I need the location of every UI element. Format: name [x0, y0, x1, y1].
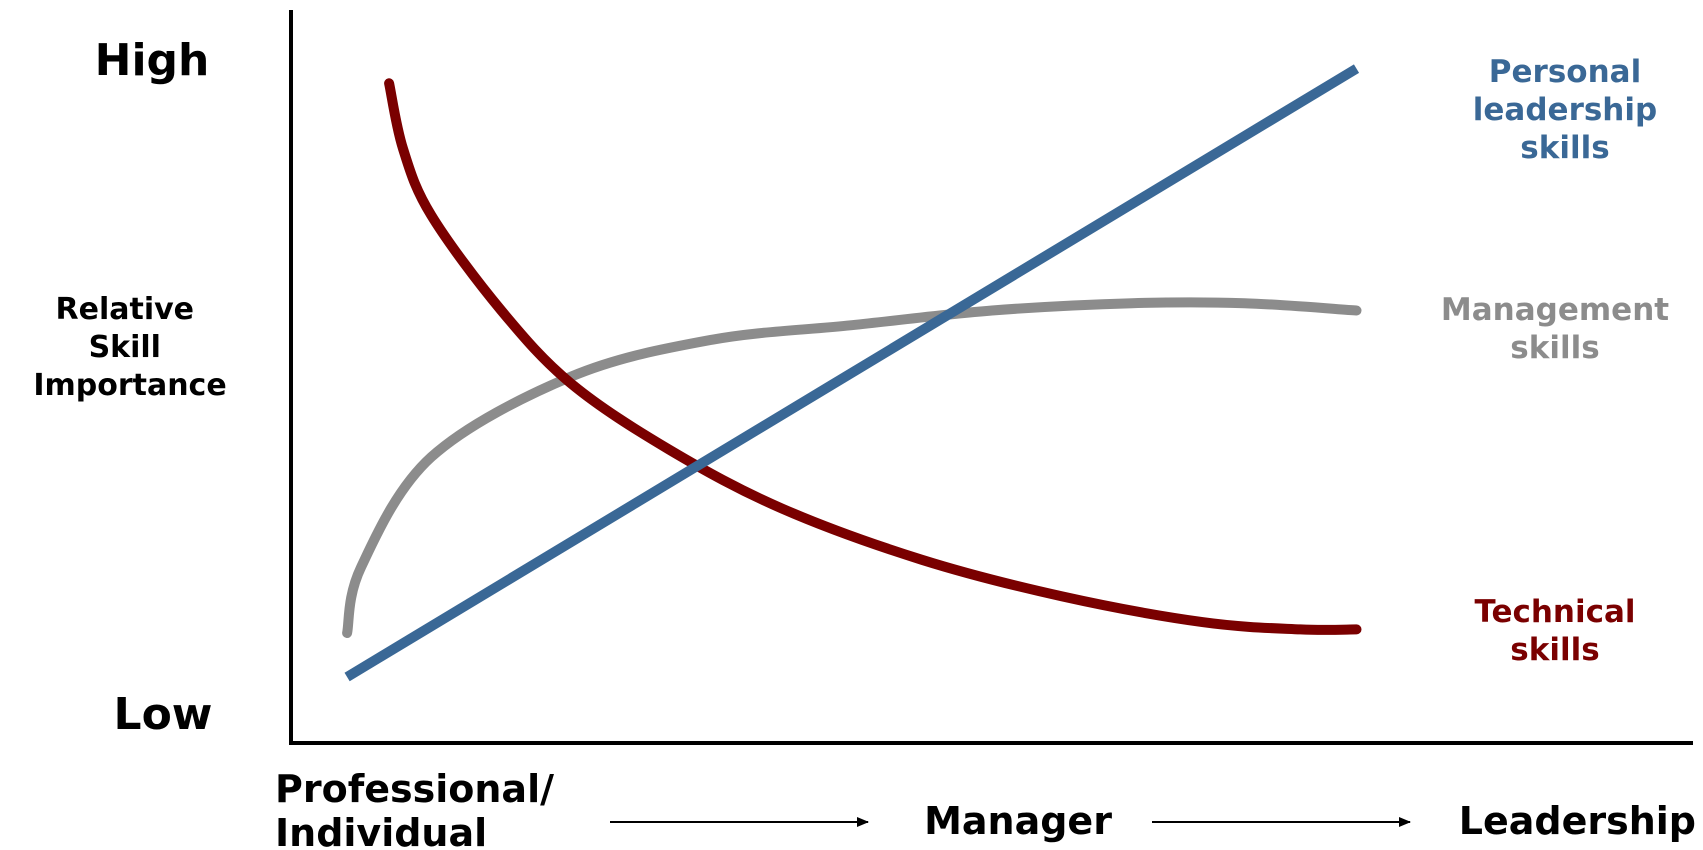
series-line-technical — [384, 78, 1362, 635]
series-label-line: skills — [1520, 130, 1609, 166]
y-axis-label-line: Skill — [89, 330, 161, 365]
x-label-start-line: Professional/ — [275, 767, 554, 811]
series-label-line: leadership — [1473, 92, 1657, 128]
series-layer — [342, 64, 1362, 682]
series-label-personal-leadership: Personal leadership skills — [1473, 54, 1657, 166]
series-label-line: Technical — [1474, 594, 1635, 630]
series-label-line: Personal — [1489, 54, 1641, 90]
y-tick-low: Low — [114, 689, 213, 740]
series-label-technical: Technical skills — [1474, 594, 1635, 668]
series-label-line: skills — [1510, 632, 1599, 668]
y-axis-label-line: Importance — [33, 368, 226, 403]
x-label-start: Professional/ Individual — [275, 767, 567, 850]
y-tick-high: High — [95, 35, 210, 86]
y-axis-label-line: Relative — [56, 292, 195, 327]
series-label-management: Management skills — [1441, 292, 1669, 366]
series-label-line: Management — [1441, 292, 1669, 328]
y-axis-label: Relative Skill Importance — [33, 292, 226, 403]
x-label-end: Leadership — [1459, 799, 1696, 843]
series-line-management — [342, 297, 1362, 638]
series-line-personal-leadership — [344, 64, 1360, 682]
series-label-line: skills — [1510, 330, 1599, 366]
x-label-middle: Manager — [924, 799, 1112, 843]
x-label-start-line: Individual — [275, 811, 487, 850]
